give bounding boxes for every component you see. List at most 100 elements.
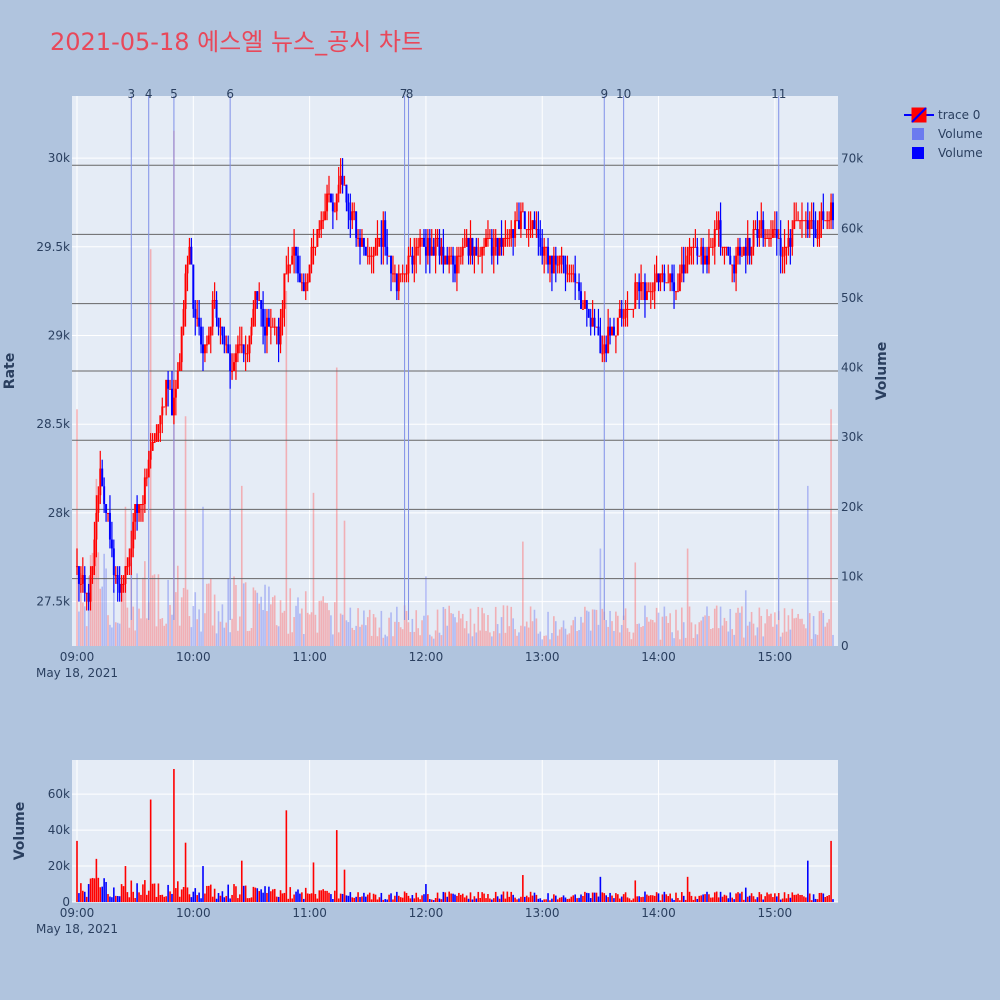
volume-bar-overlay (76, 409, 78, 646)
volume-bar-overlay (118, 623, 121, 646)
candle-body (516, 220, 519, 222)
candle-body (769, 237, 772, 239)
volume-bar (419, 899, 421, 902)
volume-bar (202, 866, 204, 902)
candle-body (733, 264, 736, 274)
volume-bar-overlay (242, 583, 245, 646)
volume-bar (188, 894, 191, 902)
legend-swatch-volume (912, 147, 924, 159)
candle-body (438, 237, 441, 256)
legend[interactable]: trace 0 Volume Volume (904, 107, 983, 160)
candle-body (413, 255, 416, 265)
volume-bar (417, 897, 419, 902)
time-tick-label: 13:00 (525, 650, 560, 664)
volume-bar (209, 884, 212, 902)
volume-bar (483, 893, 485, 902)
candle-body (779, 237, 782, 256)
candle-body (795, 220, 798, 222)
volume-bar (165, 896, 167, 902)
volume-bar (390, 893, 392, 902)
candle-body (174, 388, 177, 398)
volume-bar-overlay (194, 592, 197, 646)
candle-body (496, 237, 499, 256)
volume-bar (681, 892, 683, 902)
price-tick-label: 30k (48, 151, 70, 165)
candle-body (79, 583, 82, 585)
candle-body (295, 246, 298, 256)
volume-bar-overlay (169, 604, 171, 646)
volume-bar-overlay (812, 616, 815, 646)
volume-bar (268, 886, 270, 902)
volume-bar-overlay (624, 608, 627, 646)
candle-body (760, 220, 763, 230)
volume-bar-overlay (268, 586, 270, 646)
candle-body (364, 246, 367, 256)
volume-bar-overlay (688, 606, 691, 646)
volume-bar (746, 896, 749, 902)
volume-bar-overlay (491, 636, 493, 646)
candle-body (446, 255, 449, 265)
candle-body (157, 424, 160, 434)
volume-bar (318, 890, 321, 902)
candle-body (797, 220, 800, 222)
volume-bar-overlay (116, 622, 119, 646)
candle-body (587, 308, 590, 318)
candle-body (488, 237, 491, 239)
volume-bar (186, 887, 189, 902)
volume-bar-overlay (270, 604, 272, 646)
volume-bar (603, 893, 606, 902)
volume-bar-overlay (531, 621, 534, 646)
candle-body (727, 246, 730, 256)
volume-bar-overlay (198, 609, 200, 646)
volume-bar-overlay (357, 608, 359, 646)
volume-bar-overlay (731, 629, 733, 646)
volume-bar-overlay (805, 628, 807, 646)
volume-bar-overlay (308, 614, 311, 646)
price-tick-label: 29k (48, 329, 70, 343)
volume-bar (217, 893, 220, 902)
candle-body (405, 273, 408, 275)
volume-bar (591, 892, 594, 902)
volume-bar-overlay (97, 552, 100, 646)
volume-bar (401, 897, 404, 902)
volume-bar (134, 897, 136, 902)
volume-bar-overlay (368, 609, 371, 646)
volume-bar (830, 840, 832, 902)
volume-bar-overlay (427, 615, 429, 646)
volume-bar-overlay (510, 606, 513, 646)
volume-bar (372, 893, 375, 902)
candle-body (806, 220, 809, 230)
volume-bar-overlay (151, 575, 154, 646)
candle-body (481, 246, 484, 256)
candle-body (351, 211, 354, 221)
volume-bar (807, 860, 809, 902)
volume-bar (461, 893, 464, 902)
volume-bar (756, 897, 759, 902)
volume-bar (211, 896, 214, 902)
volume-bar (634, 880, 637, 902)
volume-bar-overlay (555, 621, 557, 646)
candle-body (585, 300, 588, 309)
candle-body (167, 379, 170, 389)
volume-bar (547, 893, 549, 902)
volume-bar (471, 899, 474, 902)
candle-body (240, 344, 243, 346)
volume-bar (688, 891, 691, 902)
volume-bar-overlay (710, 628, 712, 646)
volume-bar (729, 892, 732, 902)
volume-time-tick-label: 15:00 (758, 906, 793, 920)
candle-body (492, 246, 495, 256)
volume-bar (587, 893, 590, 902)
volume-bar (324, 890, 326, 902)
volume-bar (182, 887, 185, 902)
volume-bar-overlay (219, 621, 222, 646)
volume-bar-overlay (221, 604, 224, 646)
volume-bar-overlay (240, 485, 243, 646)
volume-bar-overlay (204, 613, 206, 646)
legend-swatch-volume-light (912, 128, 924, 140)
volume-bar-overlay (397, 622, 400, 646)
candle-body (700, 246, 703, 256)
volume-bar (132, 891, 135, 902)
candle-body (233, 362, 236, 371)
